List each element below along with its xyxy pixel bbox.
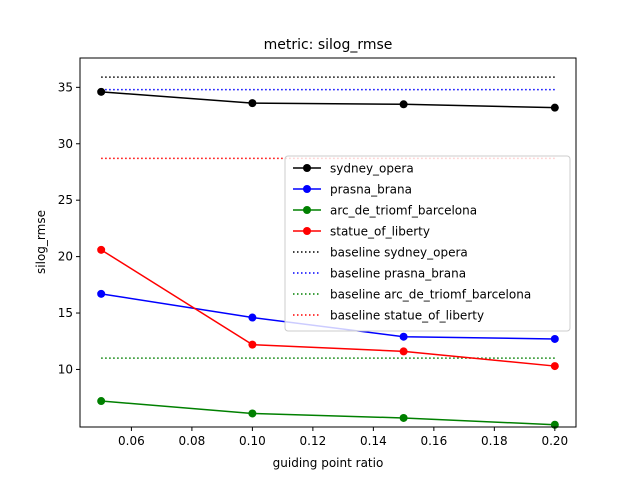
x-tick-label: 0.12	[300, 434, 327, 448]
legend: sydney_opera prasna_brana arc_de_triomf_ba…	[284, 155, 571, 332]
x-tick-label: 0.14	[360, 434, 387, 448]
legend-label-2: arc_de_triomf_barcelona	[330, 204, 477, 218]
x-axis-label: guiding point ratio	[273, 456, 384, 470]
plot-area: 0.06 0.08 0.10 0.12 0.14 0.16 0.18 0.20 10 15 20 25…	[58, 57, 577, 448]
legend-box	[284, 155, 571, 332]
data-point-2-1	[248, 409, 257, 418]
y-tick-label: 15	[58, 306, 73, 320]
legend-label-1: prasna_brana	[330, 183, 412, 197]
chart-title: metric: silog_rmse	[264, 37, 393, 53]
legend-marker-1	[303, 185, 311, 193]
x-tick-label: 0.08	[179, 434, 206, 448]
legend-label-7: baseline statue_of_liberty	[330, 309, 484, 323]
data-point-2-2	[399, 413, 408, 422]
data-point-0-2	[399, 100, 408, 109]
data-point-1-3	[550, 334, 559, 343]
data-point-3-2	[399, 347, 408, 356]
series-line-0	[101, 91, 555, 109]
legend-marker-2	[303, 206, 311, 214]
y-tick-label: 10	[58, 362, 73, 376]
data-point-3-0	[97, 245, 106, 254]
x-tick-label: 0.16	[420, 434, 447, 448]
x-tick-label: 0.20	[541, 434, 568, 448]
legend-label-3: statue_of_liberty	[330, 225, 430, 239]
data-point-1-2	[399, 332, 408, 341]
legend-marker-3	[303, 227, 311, 235]
x-tick-label: 0.10	[239, 434, 266, 448]
axes-frame	[79, 57, 577, 428]
x-tick-label: 0.18	[481, 434, 508, 448]
legend-label-4: baseline sydney_opera	[330, 246, 468, 260]
y-axis-label: silog_rmse	[34, 210, 48, 274]
y-tick-label: 20	[58, 250, 73, 264]
y-tick-label: 30	[58, 137, 73, 151]
data-point-3-1	[248, 340, 257, 349]
series-line-2	[101, 400, 555, 426]
data-point-3-3	[550, 362, 559, 371]
legend-label-5: baseline prasna_brana	[330, 267, 466, 281]
data-point-2-0	[97, 397, 106, 406]
data-point-0-0	[97, 87, 106, 96]
y-tick-label: 25	[58, 193, 73, 207]
legend-marker-0	[303, 164, 311, 172]
series-line-3	[100, 249, 555, 367]
legend-label-0: sydney_opera	[330, 162, 414, 176]
data-point-1-1	[248, 313, 257, 322]
data-point-1-0	[97, 289, 106, 298]
data-point-0-1	[248, 99, 257, 108]
legend-label-6: baseline arc_de_triomf_barcelona	[330, 288, 531, 302]
y-tick-label: 35	[58, 80, 73, 94]
data-point-0-3	[550, 103, 559, 112]
x-tick-label: 0.06	[118, 434, 145, 448]
